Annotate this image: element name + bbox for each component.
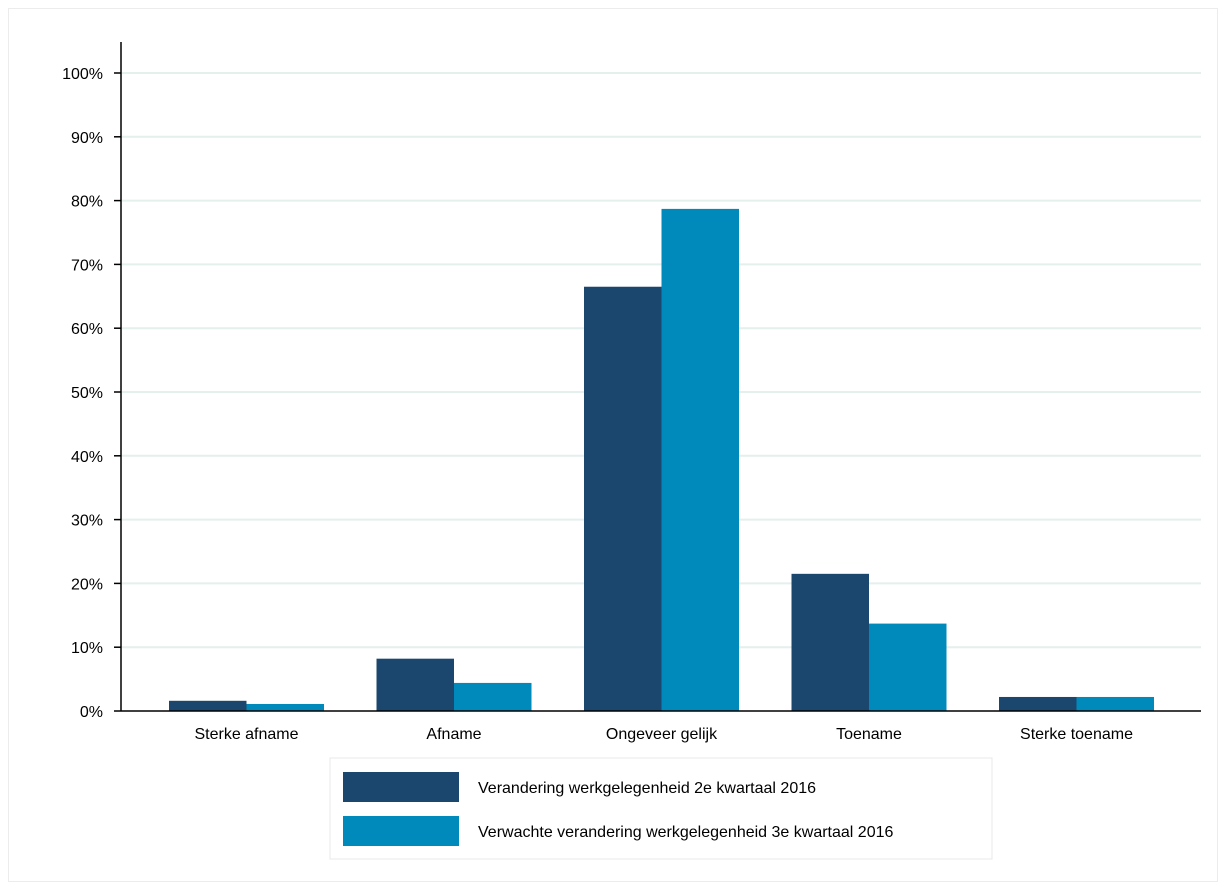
y-tick-label: 50% (71, 385, 103, 402)
y-tick-label: 20% (71, 576, 103, 593)
legend: Verandering werkgelegenheid 2e kwartaal … (329, 757, 993, 860)
y-tick-label: 100% (62, 66, 103, 83)
bar-series-1 (169, 700, 247, 711)
y-tick-label: 70% (71, 257, 103, 274)
y-tick-label: 30% (71, 513, 103, 530)
y-ticks: 0% 10% 20% 30% 40% 50% 60% 70% 80% 90% 100% (62, 66, 121, 721)
axes (120, 42, 1201, 712)
bar-series-2 (454, 682, 532, 711)
legend-swatch-series-2 (343, 816, 459, 846)
x-tick-label: Sterke afname (194, 726, 298, 743)
x-tick-labels: Sterke afname Afname Ongeveer gelijk Toenam… (194, 726, 1133, 743)
bar-series-2 (661, 208, 739, 712)
legend-label-series-2: Verwachte verandering werkgelegenheid 3e… (478, 824, 893, 841)
bar-series-1 (584, 286, 662, 711)
legend-swatch-series-1 (343, 772, 459, 802)
x-tick-label: Sterke toename (1020, 726, 1133, 743)
bars (169, 208, 1154, 712)
y-tick-label: 40% (71, 449, 103, 466)
x-tick-label: Ongeveer gelijk (606, 726, 718, 743)
x-tick-label: Toename (836, 726, 902, 743)
y-tick-label: 10% (71, 640, 103, 657)
bar-series-2 (246, 703, 324, 711)
x-tick-label: Afname (426, 726, 481, 743)
bar-series-2 (869, 623, 947, 711)
bar-series-1 (791, 573, 869, 711)
gridlines (121, 72, 1201, 649)
y-tick-label: 60% (71, 321, 103, 338)
y-tick-label: 90% (71, 130, 103, 147)
legend-label-series-1: Verandering werkgelegenheid 2e kwartaal … (478, 780, 816, 797)
bar-series-2 (1076, 696, 1154, 711)
bar-series-1 (999, 696, 1077, 711)
y-tick-label: 0% (80, 704, 103, 721)
y-tick-label: 80% (71, 194, 103, 211)
bar-series-1 (376, 658, 454, 711)
